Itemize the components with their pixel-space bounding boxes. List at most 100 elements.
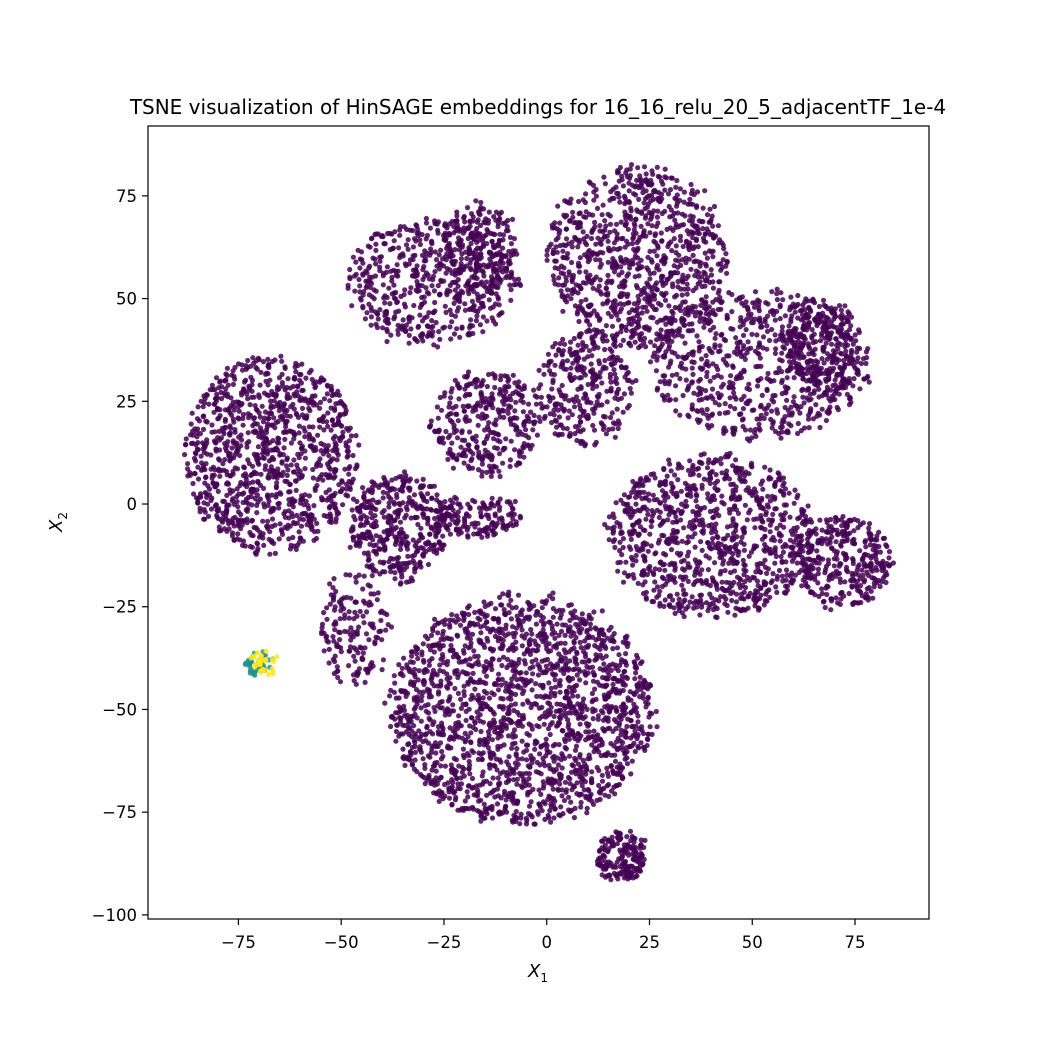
scatter-point bbox=[550, 395, 556, 401]
scatter-point bbox=[482, 526, 488, 532]
scatter-point bbox=[766, 337, 773, 344]
scatter-point bbox=[348, 433, 354, 439]
scatter-point bbox=[298, 371, 304, 378]
scatter-point bbox=[300, 387, 306, 393]
scatter-point bbox=[562, 198, 568, 204]
scatter-point bbox=[601, 174, 607, 180]
scatter-point bbox=[614, 170, 621, 176]
scatter-point bbox=[752, 316, 758, 322]
scatter-point bbox=[331, 422, 337, 428]
scatter-point bbox=[627, 385, 633, 392]
scatter-point bbox=[553, 352, 559, 358]
scatter-point bbox=[241, 490, 247, 496]
scatter-point bbox=[391, 501, 398, 507]
scatter-point bbox=[640, 190, 646, 196]
scatter-point bbox=[704, 278, 710, 284]
scatter-point bbox=[195, 404, 201, 410]
scatter-point bbox=[190, 428, 196, 434]
scatter-point bbox=[397, 227, 403, 233]
scatter-point bbox=[517, 282, 524, 288]
scatter-point bbox=[394, 508, 400, 514]
scatter-point bbox=[564, 358, 571, 364]
scatter-point bbox=[508, 269, 515, 275]
scatter-point bbox=[746, 381, 752, 387]
scatter-point bbox=[511, 511, 517, 517]
scatter-point bbox=[715, 223, 722, 229]
scatter-point bbox=[467, 448, 473, 454]
scatter-point bbox=[224, 365, 230, 371]
scatter-point bbox=[669, 338, 675, 344]
scatter-point bbox=[215, 505, 222, 512]
scatter-point bbox=[848, 323, 854, 329]
scatter-point bbox=[201, 500, 207, 506]
scatter-point bbox=[216, 415, 222, 421]
scatter-point bbox=[209, 475, 215, 481]
scatter-point bbox=[600, 413, 607, 419]
scatter-point bbox=[302, 434, 308, 440]
scatter-point bbox=[615, 317, 622, 323]
scatter-point bbox=[591, 197, 597, 203]
scatter-point bbox=[504, 499, 510, 505]
scatter-point bbox=[214, 482, 220, 488]
scatter-point bbox=[834, 373, 840, 379]
scatter-point bbox=[531, 387, 537, 393]
scatter-point bbox=[255, 444, 261, 450]
scatter-point bbox=[379, 510, 385, 516]
scatter-point bbox=[593, 241, 599, 247]
scatter-point bbox=[724, 258, 730, 264]
scatter-point bbox=[513, 281, 519, 287]
scatter-point bbox=[231, 537, 237, 543]
scatter-point bbox=[480, 314, 486, 320]
scatter-point bbox=[354, 505, 360, 511]
scatter-point bbox=[614, 236, 620, 243]
scatter-point bbox=[559, 431, 565, 437]
scatter-point bbox=[719, 331, 725, 337]
scatter-point bbox=[600, 202, 606, 208]
scatter-point bbox=[541, 362, 547, 368]
scatter-point bbox=[456, 228, 462, 234]
scatter-point bbox=[683, 366, 689, 372]
scatter-point bbox=[647, 301, 653, 307]
scatter-point bbox=[394, 537, 400, 543]
scatter-point bbox=[442, 390, 448, 396]
scatter-point bbox=[843, 353, 850, 359]
scatter-point bbox=[556, 275, 562, 281]
scatter-point bbox=[510, 506, 516, 512]
scatter-point bbox=[302, 466, 308, 472]
scatter-point bbox=[618, 306, 625, 312]
scatter-point bbox=[461, 460, 467, 466]
scatter-point bbox=[850, 383, 856, 389]
scatter-point bbox=[597, 257, 603, 263]
scatter-point bbox=[269, 358, 275, 365]
scatter-point bbox=[245, 494, 252, 500]
scatter-point bbox=[454, 326, 460, 332]
scatter-point bbox=[397, 519, 404, 525]
scatter-point bbox=[502, 397, 509, 403]
scatter-point bbox=[666, 241, 672, 247]
scatter-point bbox=[380, 495, 386, 501]
scatter-point bbox=[284, 457, 290, 463]
scatter-point bbox=[769, 425, 775, 431]
scatter-point bbox=[717, 343, 723, 349]
scatter-point bbox=[482, 413, 488, 419]
scatter-point bbox=[712, 312, 718, 318]
scatter-point bbox=[395, 268, 401, 274]
scatter-point bbox=[244, 391, 250, 397]
scatter-point bbox=[377, 307, 383, 313]
scatter-point bbox=[437, 394, 443, 401]
scatter-point bbox=[262, 415, 268, 421]
scatter-point bbox=[198, 467, 205, 473]
scatter-point bbox=[614, 406, 620, 412]
scatter-point bbox=[361, 522, 367, 528]
scatter-point bbox=[389, 274, 395, 280]
scatter-point bbox=[466, 392, 472, 398]
scatter-point bbox=[276, 536, 282, 542]
scatter-point bbox=[615, 425, 621, 432]
scatter-point bbox=[308, 443, 314, 449]
scatter-point bbox=[699, 343, 705, 350]
scatter-point bbox=[417, 312, 423, 318]
scatter-point bbox=[710, 254, 716, 260]
scatter-point bbox=[609, 323, 616, 329]
scatter-point bbox=[468, 240, 474, 247]
scatter-point bbox=[216, 524, 222, 530]
